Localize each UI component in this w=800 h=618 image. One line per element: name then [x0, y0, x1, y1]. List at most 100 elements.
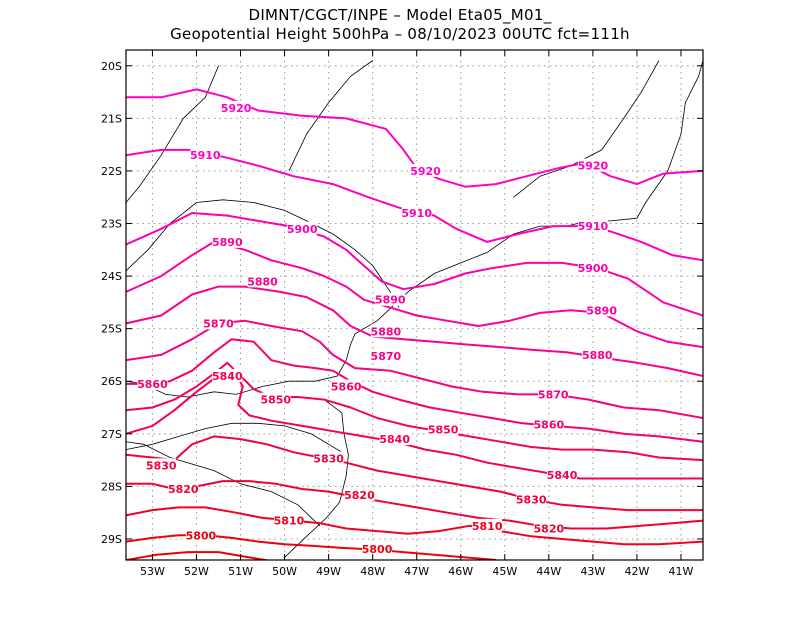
contour-label-bg: [375, 292, 406, 306]
contour-label: 5840: [547, 469, 578, 482]
contour-5830: [126, 435, 703, 512]
contour-label-bg: [577, 261, 608, 275]
contour-label: 5850: [260, 394, 291, 407]
lat-label: 23S: [101, 218, 122, 231]
contour-label-bg: [370, 349, 401, 362]
contour-5890: [126, 240, 703, 349]
axis-labels: 53W 52W 51W 50W 49W 48W 47W 46W 45W 44W 43W 42W 41W 2…: [101, 50, 703, 578]
contour-label-bg: [582, 347, 613, 361]
contour-label-bg: [287, 221, 318, 235]
lon-label: 52W: [184, 565, 209, 578]
contour-label: 5800: [362, 543, 393, 556]
contour-label: 5890: [375, 294, 406, 307]
lat-label: 24S: [101, 270, 122, 283]
coastline-state1: [126, 199, 400, 308]
contour-label: 5910: [578, 220, 609, 233]
contour-label: 5820: [344, 489, 375, 502]
coastline-main: [126, 60, 703, 398]
lon-label: 42W: [624, 565, 649, 578]
lon-label: 51W: [228, 565, 253, 578]
contour-label: 5830: [516, 494, 547, 507]
contour-label: 5830: [146, 459, 177, 472]
contour-label-bg: [586, 303, 617, 317]
contour-label: 5810: [274, 515, 305, 528]
coastline-lower: [284, 399, 349, 558]
contour-label-bg: [516, 492, 547, 506]
contour-label: 5900: [578, 262, 609, 275]
contour-label-bg: [168, 482, 199, 496]
coastline-state6: [126, 65, 219, 203]
lon-label: 53W: [140, 565, 165, 578]
coastline-state4: [288, 60, 373, 172]
contour-5810: [126, 506, 703, 546]
contour-5820: [126, 480, 703, 530]
contour-label-bg: [203, 316, 234, 330]
lon-label: 50W: [272, 565, 297, 578]
contour-label: 5870: [538, 388, 569, 401]
contour-label: 5880: [582, 349, 613, 362]
coastline-state5: [513, 60, 660, 198]
contour-label: 5880: [247, 275, 278, 288]
contour-label: 5920: [578, 160, 609, 173]
contour-label: 5820: [168, 483, 199, 496]
title-line-1: DIMNT/CGCT/INPE – Model Eta05_M01_: [248, 6, 552, 24]
contour-label-bg: [190, 148, 221, 162]
contour-label-bg: [362, 541, 393, 555]
lon-label: 44W: [536, 565, 561, 578]
contour-label-bg: [260, 392, 291, 406]
lat-label: 22S: [101, 165, 122, 178]
contour-5790: [126, 551, 271, 560]
contour-label-bg: [577, 158, 608, 172]
contour-label-bg: [370, 324, 401, 338]
title-line-2: Geopotential Height 500hPa – 08/10/2023 …: [170, 25, 630, 43]
lon-label: 49W: [316, 565, 341, 578]
contour-label-bg: [577, 219, 608, 233]
lon-label: 48W: [360, 565, 385, 578]
lat-label: 21S: [101, 112, 122, 125]
contour-5800: [126, 534, 497, 560]
contour-label: 5820: [534, 522, 565, 535]
contour-label-bg: [533, 417, 564, 431]
lat-label: 27S: [101, 428, 122, 441]
lat-label: 28S: [101, 480, 122, 493]
contour-label: 5910: [401, 207, 432, 220]
lon-label: 45W: [492, 565, 517, 578]
contour-label: 5880: [371, 325, 402, 338]
lat-label: 25S: [101, 323, 122, 336]
contour-5910: [126, 148, 703, 262]
contour-label: 5800: [186, 529, 217, 542]
contour-label-bg: [547, 467, 578, 481]
lat-label: 29S: [101, 533, 122, 546]
contour-label-bg: [379, 432, 410, 446]
contour-label-bg: [247, 274, 278, 288]
contour-label: 5860: [534, 418, 565, 431]
contour-label: 5890: [586, 304, 617, 317]
contour-label: 5910: [190, 149, 221, 162]
contour-label-bg: [410, 163, 441, 177]
contour-label-bg: [331, 379, 362, 393]
contour-label: 5840: [379, 433, 410, 446]
contour-label-bg: [212, 368, 243, 382]
contour-labels: 5920 5920 5920 5910 5910 5910 5900 5900 5890 5890…: [137, 100, 617, 556]
contour-label-bg: [273, 513, 304, 527]
contour-label-bg: [428, 422, 459, 436]
contour-label: 5920: [410, 165, 441, 178]
lon-label: 41W: [669, 565, 694, 578]
contour-5900: [126, 212, 703, 317]
lon-label: 46W: [448, 565, 473, 578]
contour-label: 5900: [287, 223, 318, 236]
coastline-state3: [126, 441, 321, 527]
contour-label: 5830: [313, 453, 344, 466]
lat-label: 26S: [101, 375, 122, 388]
lon-label: 43W: [580, 565, 605, 578]
contour-label-bg: [533, 521, 564, 535]
contour-5850: [126, 361, 703, 462]
contour-label-bg: [137, 376, 168, 390]
contour-label: 5890: [212, 236, 243, 249]
contour-label: 5920: [221, 102, 252, 115]
contour-label: 5860: [331, 380, 362, 393]
contour-label-bg: [344, 487, 375, 501]
contour-label: 5840: [212, 370, 243, 383]
lon-label: 47W: [404, 565, 429, 578]
